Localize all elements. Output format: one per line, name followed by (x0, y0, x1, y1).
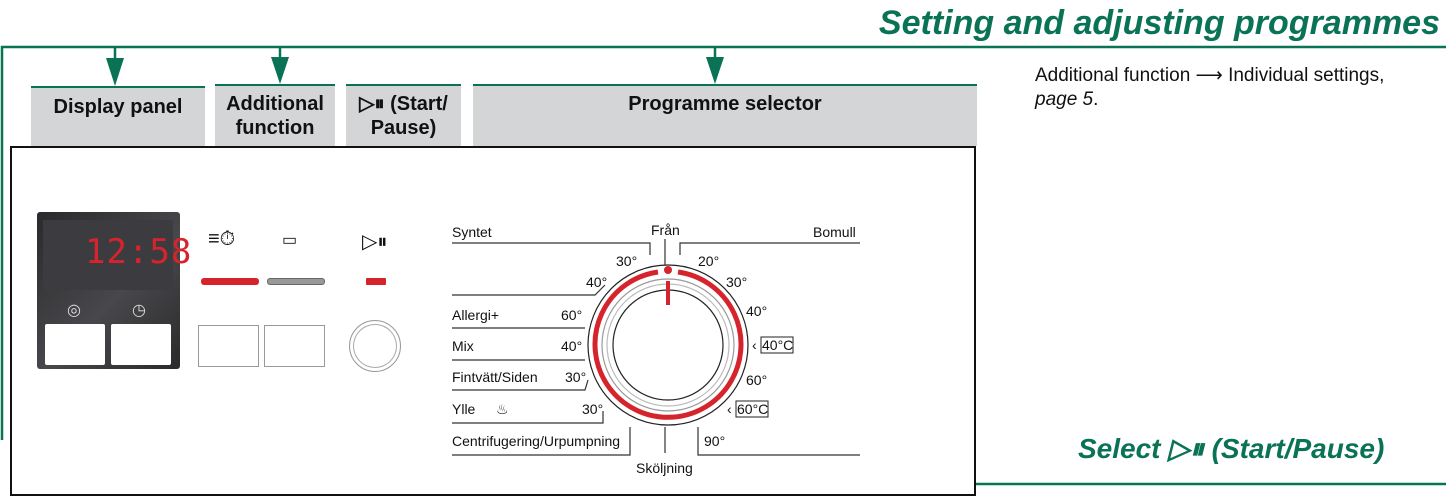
header-programme-selector: Programme selector (473, 84, 977, 146)
display-button-right[interactable] (111, 324, 171, 365)
arrow-selector (706, 57, 724, 84)
temp-label: 30° (616, 253, 637, 269)
play-pause-icon: ▷⏸ (1168, 433, 1204, 464)
arrow-display (106, 58, 124, 86)
eco-marker: ‹ (727, 401, 732, 417)
start-indicator (366, 278, 386, 285)
programme-selector[interactable]: Syntet 30° 40° Från Bomull Allergi+ 60° … (440, 215, 870, 480)
eco-marker: ‹ (752, 337, 757, 353)
programme-allergi[interactable]: Allergi+ (452, 307, 499, 323)
header-start-pause: ▷⏸ (Start/ Pause) (346, 84, 461, 146)
temp-label: 40° (561, 338, 582, 354)
note-suffix: . (1093, 89, 1099, 110)
programme-syntet[interactable]: Syntet (452, 224, 492, 240)
temp-label: 30° (565, 369, 586, 385)
play-pause-icon: ▷⏸ (359, 93, 385, 115)
temp-label: 30° (582, 401, 603, 417)
temp-label: 40° (586, 274, 607, 290)
header-start-pause-label: (Start/ Pause) (370, 93, 448, 139)
speed-button[interactable] (198, 325, 259, 367)
programme-bomull[interactable]: Bomull (813, 224, 856, 240)
header-display-panel: Display panel (31, 86, 205, 146)
temp-label: 30° (726, 274, 747, 290)
temp-label-eco: 40°C (762, 337, 793, 353)
selector-dot (664, 266, 672, 274)
programme-mix[interactable]: Mix (452, 338, 474, 354)
display-screen (43, 220, 173, 290)
prewash-button[interactable] (264, 325, 325, 367)
wash-indicator (267, 278, 325, 285)
speed-indicator (201, 278, 259, 285)
speed-timer-icon: ≡⏱ (208, 228, 236, 250)
programme-fintvatt[interactable]: Fintvätt/Siden (452, 369, 538, 385)
display-button-left[interactable] (45, 324, 105, 365)
header-additional-function: Additional function (215, 84, 335, 146)
spin-icon: ◎ (67, 302, 81, 319)
clock-icon: ◷ (132, 302, 146, 319)
wool-icon: ♨ (496, 401, 509, 417)
time-display: 12:58 (85, 232, 193, 272)
temp-label: 60° (561, 307, 582, 323)
play-pause-icon: ▷⏸ (362, 231, 388, 253)
select-suffix: (Start/Pause) (1211, 433, 1385, 464)
temp-label: 90° (704, 433, 725, 449)
selector-ring (592, 269, 744, 420)
temp-label: 40° (746, 303, 767, 319)
note: Additional function ⟶ Individual setting… (1035, 64, 1384, 112)
arrow-additional (271, 57, 289, 84)
temp-label: 60° (746, 372, 767, 388)
programme-skoljning[interactable]: Sköljning (636, 460, 693, 476)
temp-label: 20° (698, 253, 719, 269)
wash-tub-icon: ▭ (282, 232, 298, 249)
programme-ylle[interactable]: Ylle (452, 401, 476, 417)
display-panel: 12:58 ◎ ◷ (37, 212, 191, 369)
start-pause-button[interactable] (349, 320, 401, 372)
select-start-pause-caption: Select ▷⏸ (Start/Pause) (1078, 432, 1384, 466)
select-label: Select (1078, 433, 1161, 464)
programme-centrifugering[interactable]: Centrifugering/Urpumpning (452, 433, 620, 449)
temp-label-eco: 60°C (737, 401, 768, 417)
note-text: Additional function ⟶ Individual setting… (1035, 65, 1385, 86)
page-link[interactable]: page 5 (1035, 89, 1094, 110)
programme-off[interactable]: Från (651, 222, 680, 238)
page-title: Setting and adjusting programmes (878, 4, 1440, 42)
